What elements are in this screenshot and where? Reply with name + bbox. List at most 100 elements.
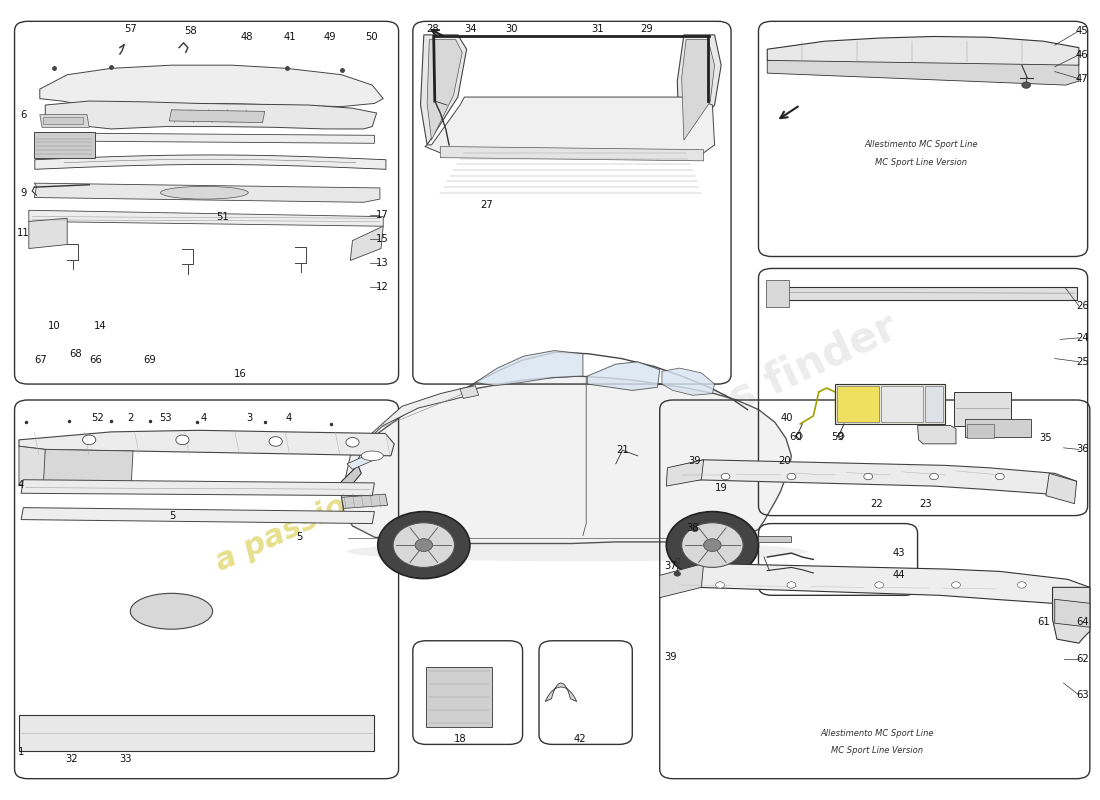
Text: 16: 16 (234, 369, 248, 378)
Circle shape (692, 526, 698, 531)
Text: 25: 25 (1076, 357, 1089, 366)
Text: 38: 38 (686, 522, 698, 533)
Circle shape (952, 582, 960, 588)
Polygon shape (669, 460, 1077, 494)
Text: 4: 4 (18, 480, 24, 490)
Text: Allestimento MC Sport Line: Allestimento MC Sport Line (865, 140, 978, 150)
Polygon shape (1053, 587, 1090, 643)
Circle shape (996, 474, 1004, 480)
Polygon shape (954, 392, 1011, 426)
Text: a passion for parts: a passion for parts (210, 414, 516, 578)
Polygon shape (767, 281, 789, 306)
Polygon shape (40, 133, 374, 143)
Text: 48: 48 (241, 32, 253, 42)
Text: 39: 39 (689, 456, 701, 466)
Text: 6: 6 (20, 110, 26, 119)
Circle shape (377, 512, 470, 578)
Circle shape (393, 522, 454, 567)
Text: 5: 5 (169, 510, 176, 521)
Bar (34, 132, 95, 158)
Polygon shape (29, 218, 67, 249)
Text: 35: 35 (1040, 434, 1053, 443)
Text: 66: 66 (89, 355, 102, 365)
Polygon shape (767, 37, 1079, 71)
Polygon shape (350, 226, 383, 261)
Text: 29: 29 (640, 24, 653, 34)
Polygon shape (19, 430, 394, 456)
Text: 17: 17 (376, 210, 388, 220)
Text: 10: 10 (47, 321, 60, 331)
Circle shape (874, 582, 883, 588)
Ellipse shape (161, 186, 249, 199)
Polygon shape (40, 65, 383, 109)
Bar (967, 424, 994, 438)
Polygon shape (662, 563, 1090, 604)
Polygon shape (34, 183, 379, 202)
Text: 42: 42 (573, 734, 586, 744)
Circle shape (415, 538, 432, 551)
Circle shape (716, 582, 725, 588)
Text: 23: 23 (918, 498, 932, 509)
Text: 31: 31 (591, 24, 604, 34)
Text: 49: 49 (323, 32, 336, 42)
Ellipse shape (130, 594, 212, 630)
Text: 4: 4 (286, 414, 292, 423)
Polygon shape (40, 114, 89, 127)
Text: 37: 37 (664, 561, 676, 571)
Circle shape (864, 474, 872, 480)
Text: 45: 45 (1076, 26, 1089, 36)
Text: 36: 36 (1076, 445, 1089, 454)
Text: 59: 59 (832, 433, 844, 442)
Polygon shape (767, 286, 1077, 300)
Text: 69: 69 (143, 355, 156, 365)
Circle shape (176, 435, 189, 445)
Polygon shape (773, 464, 786, 480)
Text: 22: 22 (870, 498, 883, 509)
Text: 14: 14 (94, 321, 107, 331)
Polygon shape (662, 368, 715, 395)
Polygon shape (925, 386, 943, 422)
Text: 21: 21 (616, 446, 629, 455)
Text: 34: 34 (464, 24, 477, 34)
Polygon shape (881, 386, 923, 422)
Polygon shape (667, 460, 704, 486)
Text: 67: 67 (34, 355, 47, 365)
Polygon shape (835, 384, 945, 424)
Polygon shape (420, 35, 466, 145)
Circle shape (930, 474, 938, 480)
Text: 41: 41 (284, 32, 296, 42)
Polygon shape (341, 466, 361, 496)
Circle shape (270, 437, 283, 446)
Text: 43: 43 (893, 548, 905, 558)
Polygon shape (1055, 599, 1090, 627)
Text: 13: 13 (376, 258, 388, 268)
Text: 12: 12 (376, 282, 388, 292)
Text: 39: 39 (664, 652, 676, 662)
Circle shape (786, 474, 795, 480)
Text: 30: 30 (505, 24, 518, 34)
Polygon shape (341, 386, 475, 496)
Circle shape (667, 512, 759, 578)
Polygon shape (682, 40, 715, 140)
Polygon shape (19, 715, 374, 750)
Text: 26: 26 (1076, 301, 1089, 311)
Polygon shape (346, 452, 380, 470)
Polygon shape (475, 350, 583, 386)
Text: 20: 20 (779, 456, 791, 466)
Circle shape (82, 435, 96, 445)
Text: 4: 4 (200, 414, 207, 423)
Polygon shape (21, 480, 374, 496)
Text: 61: 61 (1037, 617, 1050, 626)
Text: 1: 1 (18, 747, 24, 758)
Circle shape (786, 582, 795, 588)
Text: 24: 24 (1076, 333, 1089, 343)
Polygon shape (917, 426, 956, 444)
Polygon shape (425, 97, 715, 153)
Polygon shape (427, 40, 462, 140)
Polygon shape (21, 508, 374, 523)
Text: 58: 58 (184, 26, 197, 36)
Text: 15: 15 (376, 234, 388, 244)
Polygon shape (29, 210, 383, 226)
Polygon shape (45, 101, 376, 129)
Text: 47: 47 (1076, 74, 1089, 84)
